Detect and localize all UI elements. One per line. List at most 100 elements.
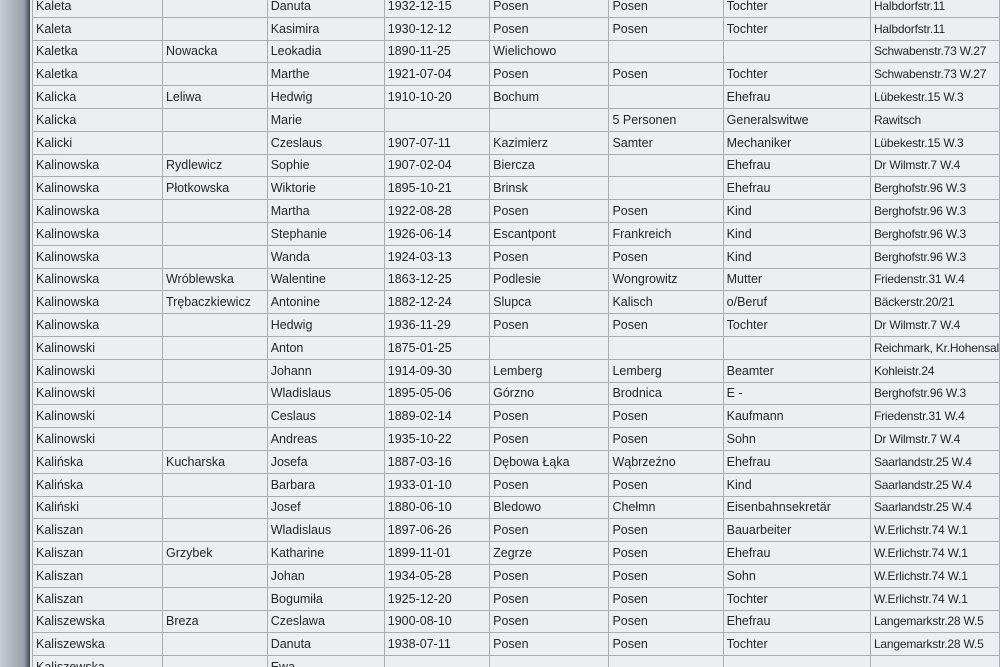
maiden-name-cell <box>161 404 268 429</box>
relation-cell <box>722 655 871 667</box>
address-cell: Dr Wilmstr.7 W.4 <box>869 313 1000 337</box>
district-cell <box>608 39 724 64</box>
birth-date-cell: 1880-06-10 <box>383 495 491 520</box>
surname-cell: Kaliński <box>32 495 163 520</box>
maiden-name-cell <box>161 381 268 406</box>
first-name-cell: Danuta <box>266 632 385 657</box>
district-cell: Posen <box>608 199 724 223</box>
first-name-cell: Josef <box>266 495 385 520</box>
maiden-name-cell <box>161 495 268 520</box>
district-cell: Posen <box>608 0 724 18</box>
table-row: Kalinowska Wróblewska Walentine 1863-12-25 P… <box>32 267 1000 292</box>
maiden-name-cell <box>161 313 268 337</box>
address-cell: W.Erlichstr.74 W.1 <box>869 563 1000 588</box>
surname-cell: Kaleta <box>32 0 163 18</box>
maiden-name-cell: Wróblewska <box>161 267 268 292</box>
relation-cell: o/Beruf <box>722 290 871 315</box>
birthplace-cell: Posen <box>489 244 610 269</box>
table-row: Kalinowski Anton 1875-01-25 Reichmark, Kr.H… <box>32 335 1000 360</box>
district-cell: Posen <box>608 16 724 41</box>
district-cell: Samter <box>608 130 724 155</box>
maiden-name-cell <box>161 358 268 383</box>
birth-date-cell: 1914-09-30 <box>383 358 491 383</box>
address-cell: Berghofstr.96 W.3 <box>869 199 1000 223</box>
district-cell: Posen <box>608 427 724 451</box>
table-row: Kalińska Barbara 1933-01-10 Posen Posen Kind S… <box>32 472 1000 497</box>
birthplace-cell: Posen <box>489 404 610 429</box>
birth-date-cell <box>383 655 491 667</box>
birthplace-cell <box>489 107 610 132</box>
relation-cell: Mutter <box>722 267 871 292</box>
district-cell: Posen <box>608 244 724 269</box>
birth-date-cell: 1907-07-11 <box>383 130 491 155</box>
table-row: Kalinowski Ceslaus 1889-02-14 Posen Posen Kau… <box>32 404 1000 429</box>
address-cell: Saarlandstr.25 W.4 <box>869 495 1000 520</box>
maiden-name-cell <box>161 427 268 451</box>
maiden-name-cell <box>161 0 268 18</box>
birth-date-cell: 1924-03-13 <box>383 244 491 269</box>
page-binding <box>0 0 30 667</box>
district-cell: Posen <box>608 313 724 337</box>
first-name-cell: Kasimira <box>266 16 385 41</box>
first-name-cell: Johann <box>266 358 385 383</box>
surname-cell: Kalinowski <box>32 358 163 383</box>
birthplace-cell: Posen <box>489 632 610 657</box>
district-cell: Posen <box>608 62 724 87</box>
surname-cell: Kalicki <box>32 130 163 155</box>
maiden-name-cell: Kucharska <box>161 449 268 474</box>
birthplace-cell: Bochum <box>489 85 610 109</box>
birth-date-cell: 1863-12-25 <box>383 267 491 292</box>
birthplace-cell: Posen <box>489 518 610 543</box>
relation-cell: Mechaniker <box>722 130 871 155</box>
birth-date-cell: 1899-11-01 <box>383 541 491 565</box>
maiden-name-cell: Trębaczkiewicz <box>161 290 268 315</box>
surname-cell: Kalinowska <box>32 313 163 337</box>
birth-date-cell: 1934-05-28 <box>383 563 491 588</box>
district-cell: Posen <box>608 404 724 429</box>
maiden-name-cell <box>161 563 268 588</box>
first-name-cell: Barbara <box>266 472 385 497</box>
relation-cell: Tochter <box>722 16 871 41</box>
district-cell: Posen <box>608 563 724 588</box>
address-cell: Halbdorfstr.11 <box>869 0 1000 18</box>
first-name-cell: Marie <box>266 107 385 132</box>
birthplace-cell: Podlesie <box>489 267 610 292</box>
surname-cell: Kaletka <box>32 62 163 87</box>
first-name-cell: Wanda <box>266 244 385 269</box>
maiden-name-cell <box>161 518 268 543</box>
birth-date-cell <box>383 107 491 132</box>
relation-cell: Tochter <box>722 0 871 18</box>
birth-date-cell: 1936-11-29 <box>383 313 491 337</box>
maiden-name-cell: Płotkowska <box>161 176 268 201</box>
birthplace-cell: Bledowo <box>489 495 610 520</box>
birth-date-cell: 1907-02-04 <box>383 153 491 178</box>
surname-cell: Kalicka <box>32 107 163 132</box>
birthplace-cell: Posen <box>489 586 610 611</box>
surname-cell: Kaliszewska <box>32 655 163 667</box>
district-cell: Posen <box>608 518 724 543</box>
relation-cell: Tochter <box>722 313 871 337</box>
district-cell: 5 Personen <box>608 107 724 132</box>
birthplace-cell: Posen <box>489 427 610 451</box>
table-row: Kalinowska Hedwig 1936-11-29 Posen Posen Toch… <box>32 313 1000 337</box>
first-name-cell: Ewa <box>266 655 385 667</box>
first-name-cell: Danuta <box>266 0 385 18</box>
table-body: Kaleta Danuta 1932-12-15 Posen Posen Tochter H… <box>32 0 1000 667</box>
table-row: Kalinowska Wanda 1924-03-13 Posen Posen Kind B… <box>32 244 1000 269</box>
relation-cell: Sohn <box>722 427 871 451</box>
birth-date-cell: 1922-08-28 <box>383 199 491 223</box>
table-row: Kaliszewska Ewa <box>32 655 1000 667</box>
address-cell: Saarlandstr.25 W.4 <box>869 472 1000 497</box>
address-cell: Schwabenstr.73 W.27 <box>869 62 1000 87</box>
address-cell: Berghofstr.96 W.3 <box>869 176 1000 201</box>
table-row: Kalinowski Johann 1914-09-30 Lemberg Lemberg… <box>32 358 1000 383</box>
first-name-cell: Czeslaus <box>266 130 385 155</box>
district-cell: Posen <box>608 472 724 497</box>
table-row: Kalińska Kucharska Josefa 1887-03-16 Dębowa … <box>32 449 1000 474</box>
surname-cell: Kalicka <box>32 85 163 109</box>
birthplace-cell: Posen <box>489 472 610 497</box>
address-cell: W.Erlichstr.74 W.1 <box>869 541 1000 565</box>
maiden-name-cell <box>161 16 268 41</box>
table-row: Kaliszan Bogumiła 1925-12-20 Posen Posen Toch… <box>32 586 1000 611</box>
birthplace-cell: Zegrze <box>489 541 610 565</box>
